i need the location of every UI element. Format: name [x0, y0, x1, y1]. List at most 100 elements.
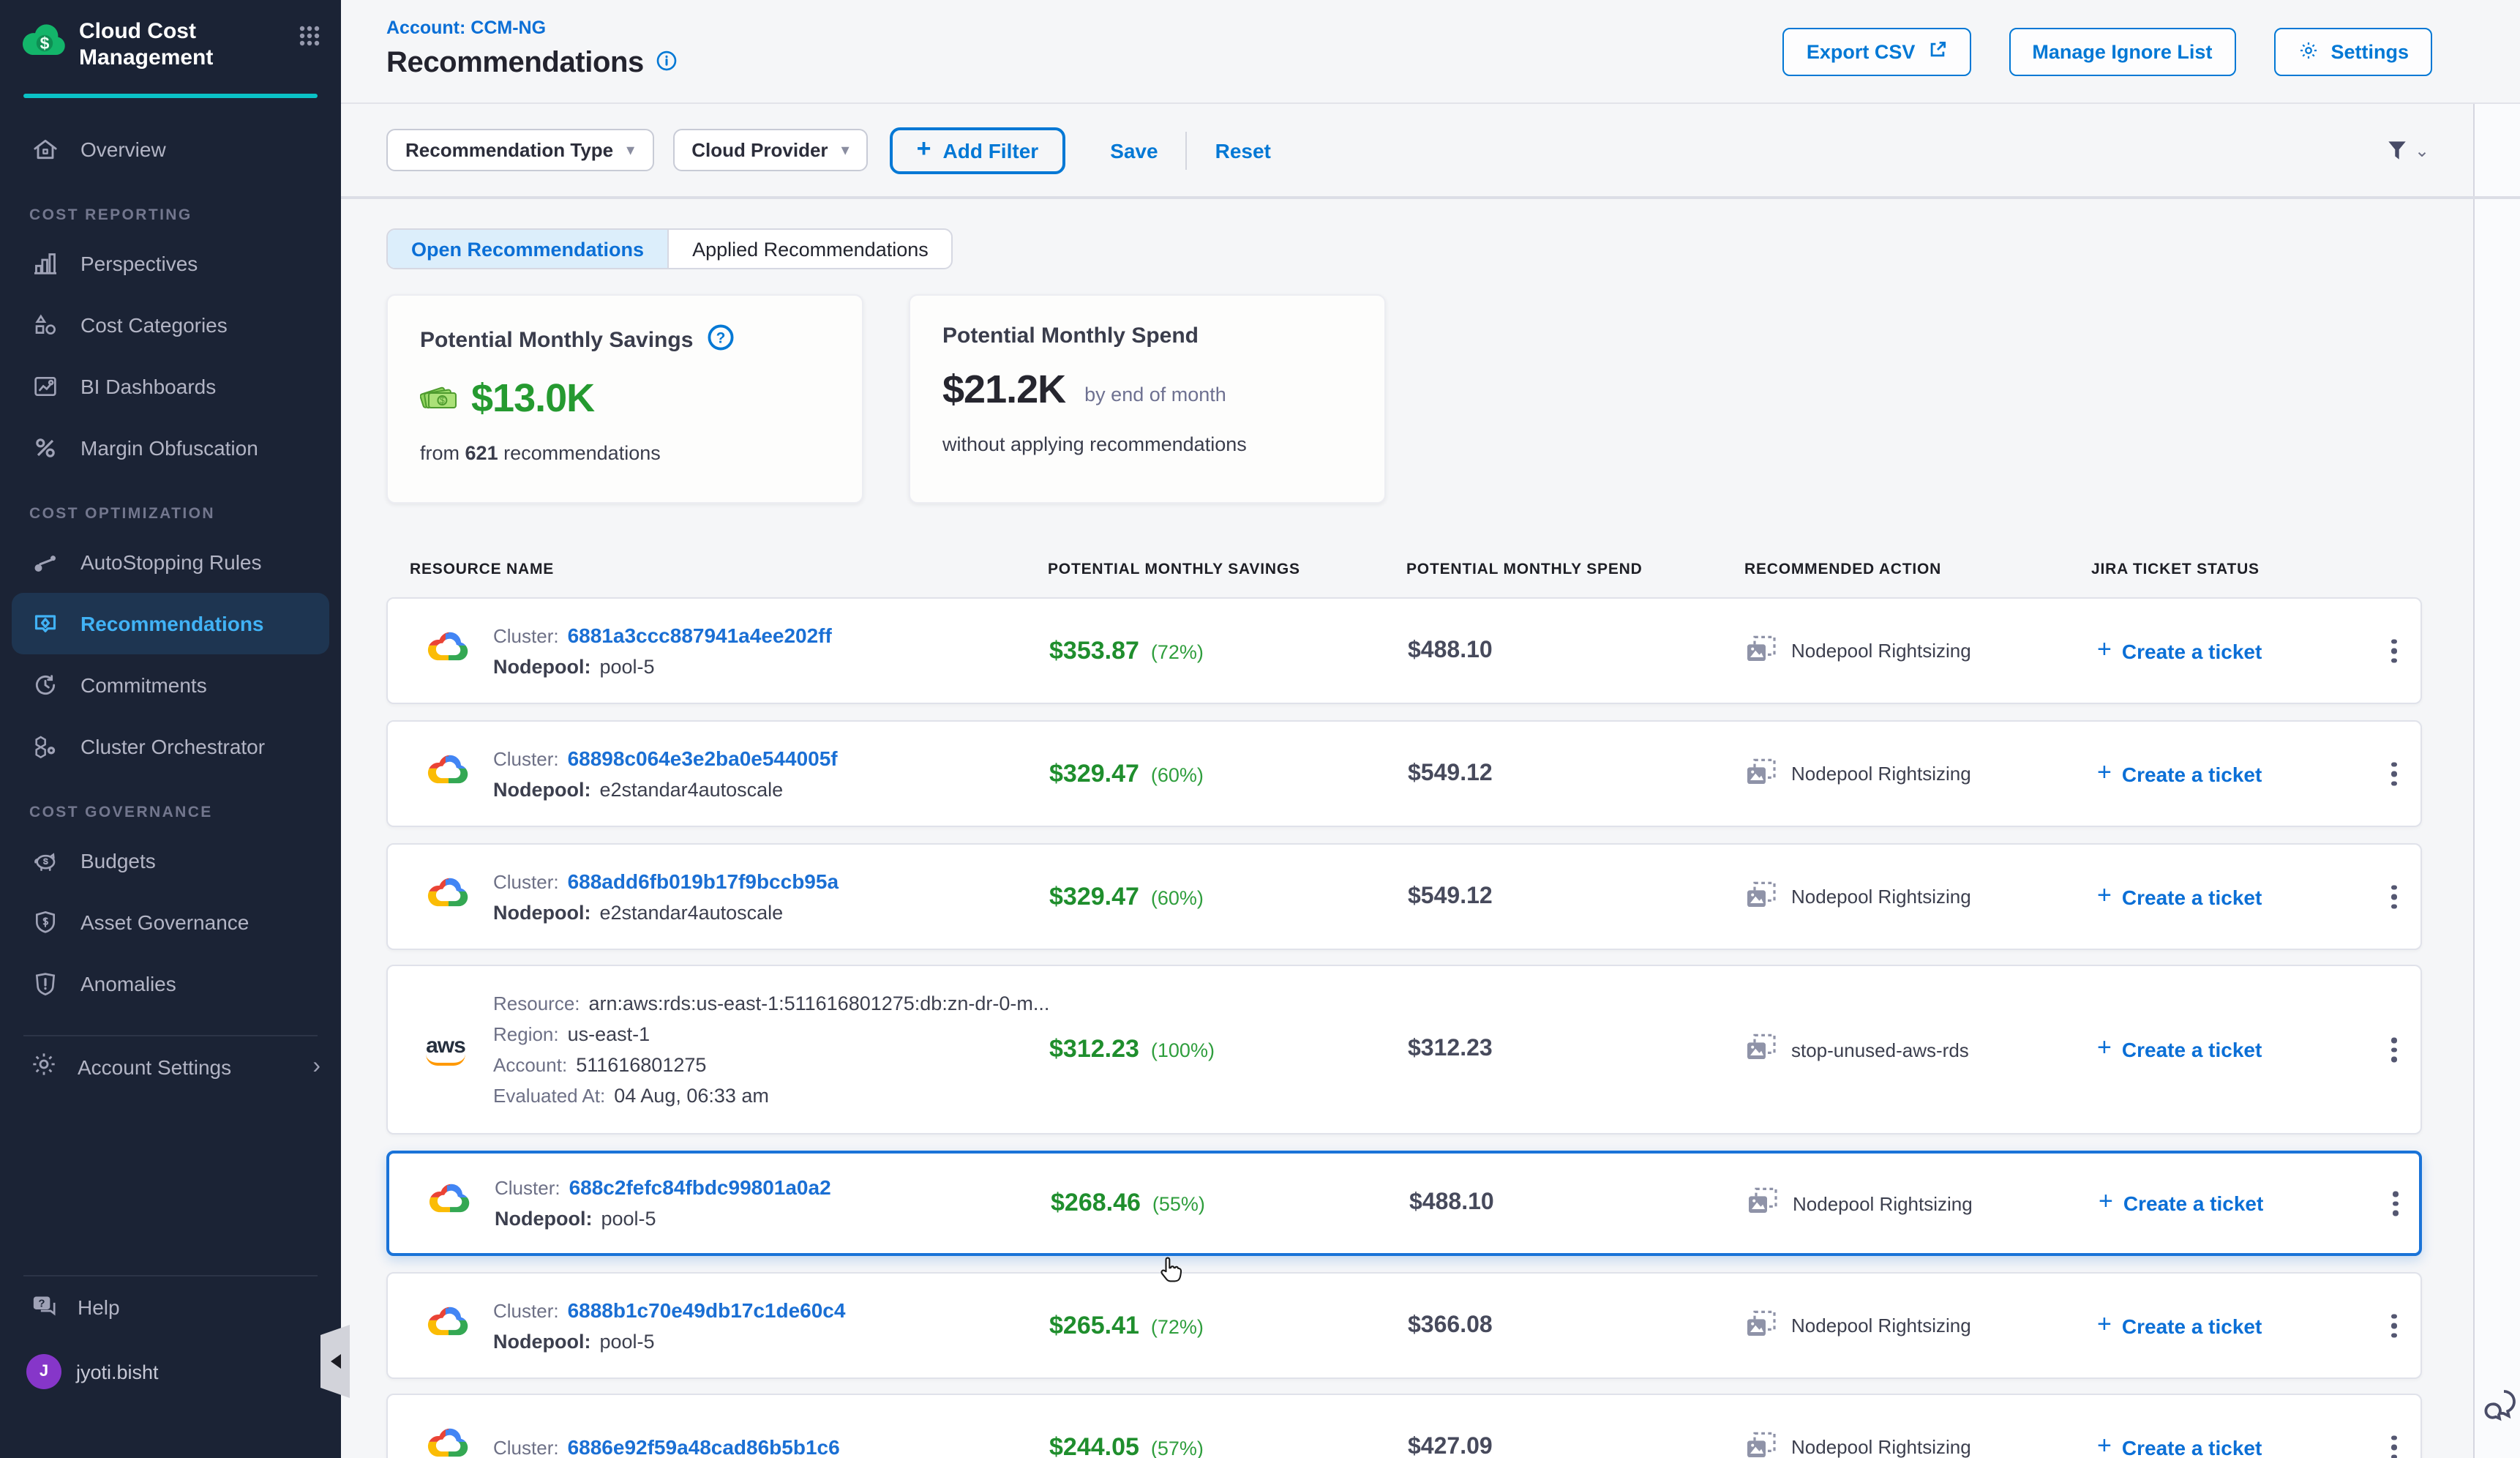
resource-label: Nodepool: [495, 1203, 593, 1234]
table-row[interactable]: Cluster:68898c064e3e2ba0e544005fNodepool… [386, 720, 2422, 827]
sidebar-item-autostopping-rules[interactable]: AutoStopping Rules [0, 531, 341, 592]
page-title: Recommendations [386, 47, 644, 81]
table-row[interactable]: Cluster:6881a3ccc887941a4ee202ffNodepool… [386, 597, 2422, 704]
chevron-right-icon: › [312, 1053, 320, 1080]
action-label: Nodepool Rightsizing [1791, 1436, 1971, 1458]
app-logo-row: $ Cloud Cost Management [0, 0, 341, 84]
create-ticket-button[interactable]: + Create a ticket [2097, 1036, 2262, 1063]
resource-label: Nodepool: [493, 651, 591, 681]
create-ticket-button[interactable]: + Create a ticket [2097, 883, 2262, 910]
table-row[interactable]: Cluster:688add6fb019b17f9bccb95aNodepool… [386, 843, 2422, 950]
sidebar-item-asset-governance[interactable]: Asset Governance [0, 891, 341, 952]
table-row[interactable]: aws Resource:arn:aws:rds:us-east-1:51161… [386, 965, 2422, 1134]
sidebar-item-label: Recommendations [80, 611, 264, 635]
create-ticket-button[interactable]: + Create a ticket [2097, 638, 2262, 664]
sidebar-item-anomalies[interactable]: Anomalies [0, 952, 341, 1014]
sidebar-collapse-handle[interactable] [320, 1325, 350, 1398]
table-row[interactable]: Cluster:6888b1c70e49db17c1de60c4Nodepool… [386, 1272, 2422, 1379]
sidebar-item-cost-categories[interactable]: Cost Categories [0, 294, 341, 355]
row-menu-kebab-icon[interactable] [2382, 1186, 2409, 1222]
recommendation-type-dropdown[interactable]: Recommendation Type ▾ [386, 129, 653, 171]
spend-cell: $312.23 [1408, 1036, 1493, 1063]
info-icon[interactable] [656, 49, 678, 78]
account-settings-label: Account Settings [78, 1055, 231, 1078]
sidebar-item-label: Budgets [80, 848, 156, 872]
sidebar-item-perspectives[interactable]: Perspectives [0, 232, 341, 294]
filter-links-divider [1186, 131, 1188, 169]
savings-percent: (57%) [1151, 1437, 1204, 1458]
sidebar-item-overview[interactable]: Overview [0, 118, 341, 179]
spend-cell: $488.10 [1408, 638, 1493, 664]
row-menu-kebab-icon[interactable] [2381, 1032, 2407, 1068]
create-ticket-button[interactable]: + Create a ticket [2097, 1312, 2262, 1339]
page-header: Account: CCM-NG Recommendations Export C… [341, 0, 2520, 104]
sidebar-item-commitments[interactable]: Commitments [0, 654, 341, 715]
manage-ignore-list-button[interactable]: Manage Ignore List [2009, 28, 2235, 76]
resource-label: Nodepool: [493, 1326, 591, 1356]
resource-value: pool-5 [600, 651, 655, 681]
shield-alert-icon [29, 967, 61, 999]
breadcrumb-account-link[interactable]: Account: CCM-NG [386, 18, 546, 38]
row-menu-kebab-icon[interactable] [2381, 633, 2407, 669]
plus-icon: + [2097, 1033, 2112, 1063]
create-ticket-button[interactable]: + Create a ticket [2097, 760, 2262, 787]
row-menu-kebab-icon[interactable] [2381, 879, 2407, 915]
sidebar-item-cluster-orchestrator[interactable]: Cluster Orchestrator [0, 715, 341, 777]
collapse-arrow-icon [330, 1354, 340, 1369]
sidebar-item-recommendations[interactable]: Recommendations [12, 592, 329, 654]
resource-value: e2standar4autoscale [600, 897, 784, 927]
create-ticket-button[interactable]: + Create a ticket [2097, 1434, 2262, 1458]
app-switcher-grid-icon[interactable] [299, 25, 320, 54]
resource-cell: Cluster:6888b1c70e49db17c1de60c4Nodepool… [493, 1295, 845, 1356]
rightsizing-icon [1746, 1309, 1777, 1342]
cloud-provider-dropdown[interactable]: Cloud Provider ▾ [672, 129, 868, 171]
shield-dollar-icon [29, 905, 61, 938]
recommendations-icon [29, 607, 61, 639]
row-menu-kebab-icon[interactable] [2381, 1429, 2407, 1458]
savings-amount: $353.87 [1049, 636, 1139, 665]
clock-icon [29, 668, 61, 700]
savings-amount: $268.46 [1051, 1189, 1141, 1218]
savings-percent: (55%) [1152, 1193, 1205, 1215]
sidebar-item-budgets[interactable]: Budgets [0, 829, 341, 891]
resource-link[interactable]: 6881a3ccc887941a4ee202ff [568, 620, 832, 651]
resource-link[interactable]: 688c2fefc84fbdc99801a0a2 [569, 1173, 831, 1203]
save-filter-link[interactable]: Save [1101, 138, 1166, 162]
support-chat-icon[interactable] [2480, 1386, 2519, 1432]
export-csv-button[interactable]: Export CSV [1783, 28, 1971, 76]
resource-link[interactable]: 68898c064e3e2ba0e544005f [568, 743, 838, 774]
table-row[interactable]: Cluster:688c2fefc84fbdc99801a0a2Nodepool… [386, 1151, 2422, 1256]
aws-logo: aws [426, 1033, 465, 1066]
row-menu-kebab-icon[interactable] [2381, 1308, 2407, 1344]
sidebar-item-account-settings[interactable]: Account Settings › [0, 1036, 341, 1097]
resource-link[interactable]: 6888b1c70e49db17c1de60c4 [568, 1295, 846, 1326]
row-menu-kebab-icon[interactable] [2381, 756, 2407, 792]
settings-button[interactable]: Settings [2273, 28, 2432, 76]
add-filter-label: Add Filter [943, 138, 1039, 162]
reset-filter-link[interactable]: Reset [1207, 138, 1280, 162]
gcp-logo [427, 1181, 473, 1226]
ccm-cloud-dollar-logo-icon: $ [20, 22, 67, 61]
sidebar-item-margin-obfuscation[interactable]: Margin Obfuscation [0, 416, 341, 478]
sidebar-item-label: BI Dashboards [80, 374, 216, 397]
savings-cell: $244.05 (57%) [1049, 1432, 1204, 1458]
savings-amount: $329.47 [1049, 759, 1139, 788]
add-filter-button[interactable]: + Add Filter [890, 127, 1065, 173]
sidebar-item-help[interactable]: ? Help [0, 1276, 341, 1338]
svg-text:?: ? [38, 1297, 45, 1309]
create-ticket-button[interactable]: + Create a ticket [2099, 1190, 2263, 1216]
sidebar-section-cost-governance: COST GOVERNANCE [29, 797, 341, 826]
sidebar-item-label: Overview [80, 137, 166, 160]
table-row[interactable]: Cluster:6886e92f59a48cad86b5b1c6 $244.05… [386, 1394, 2422, 1458]
resource-link[interactable]: 6886e92f59a48cad86b5b1c6 [568, 1432, 840, 1458]
filter-funnel-button[interactable]: ⌄ [2384, 137, 2429, 163]
savings-cell: $312.23 (100%) [1049, 1035, 1215, 1064]
sidebar-user[interactable]: J jyoti.bisht [0, 1338, 341, 1405]
sidebar-item-bi-dashboards[interactable]: BI Dashboards [0, 355, 341, 416]
bar-chart-icon [29, 247, 61, 279]
resource-cell: Cluster:6886e92f59a48cad86b5b1c6 [493, 1432, 840, 1458]
resource-link[interactable]: 688add6fb019b17f9bccb95a [568, 866, 839, 897]
gear-icon [29, 1050, 59, 1083]
percent-icon [29, 431, 61, 463]
sidebar-section-cost-optimization: COST OPTIMIZATION [29, 498, 341, 528]
